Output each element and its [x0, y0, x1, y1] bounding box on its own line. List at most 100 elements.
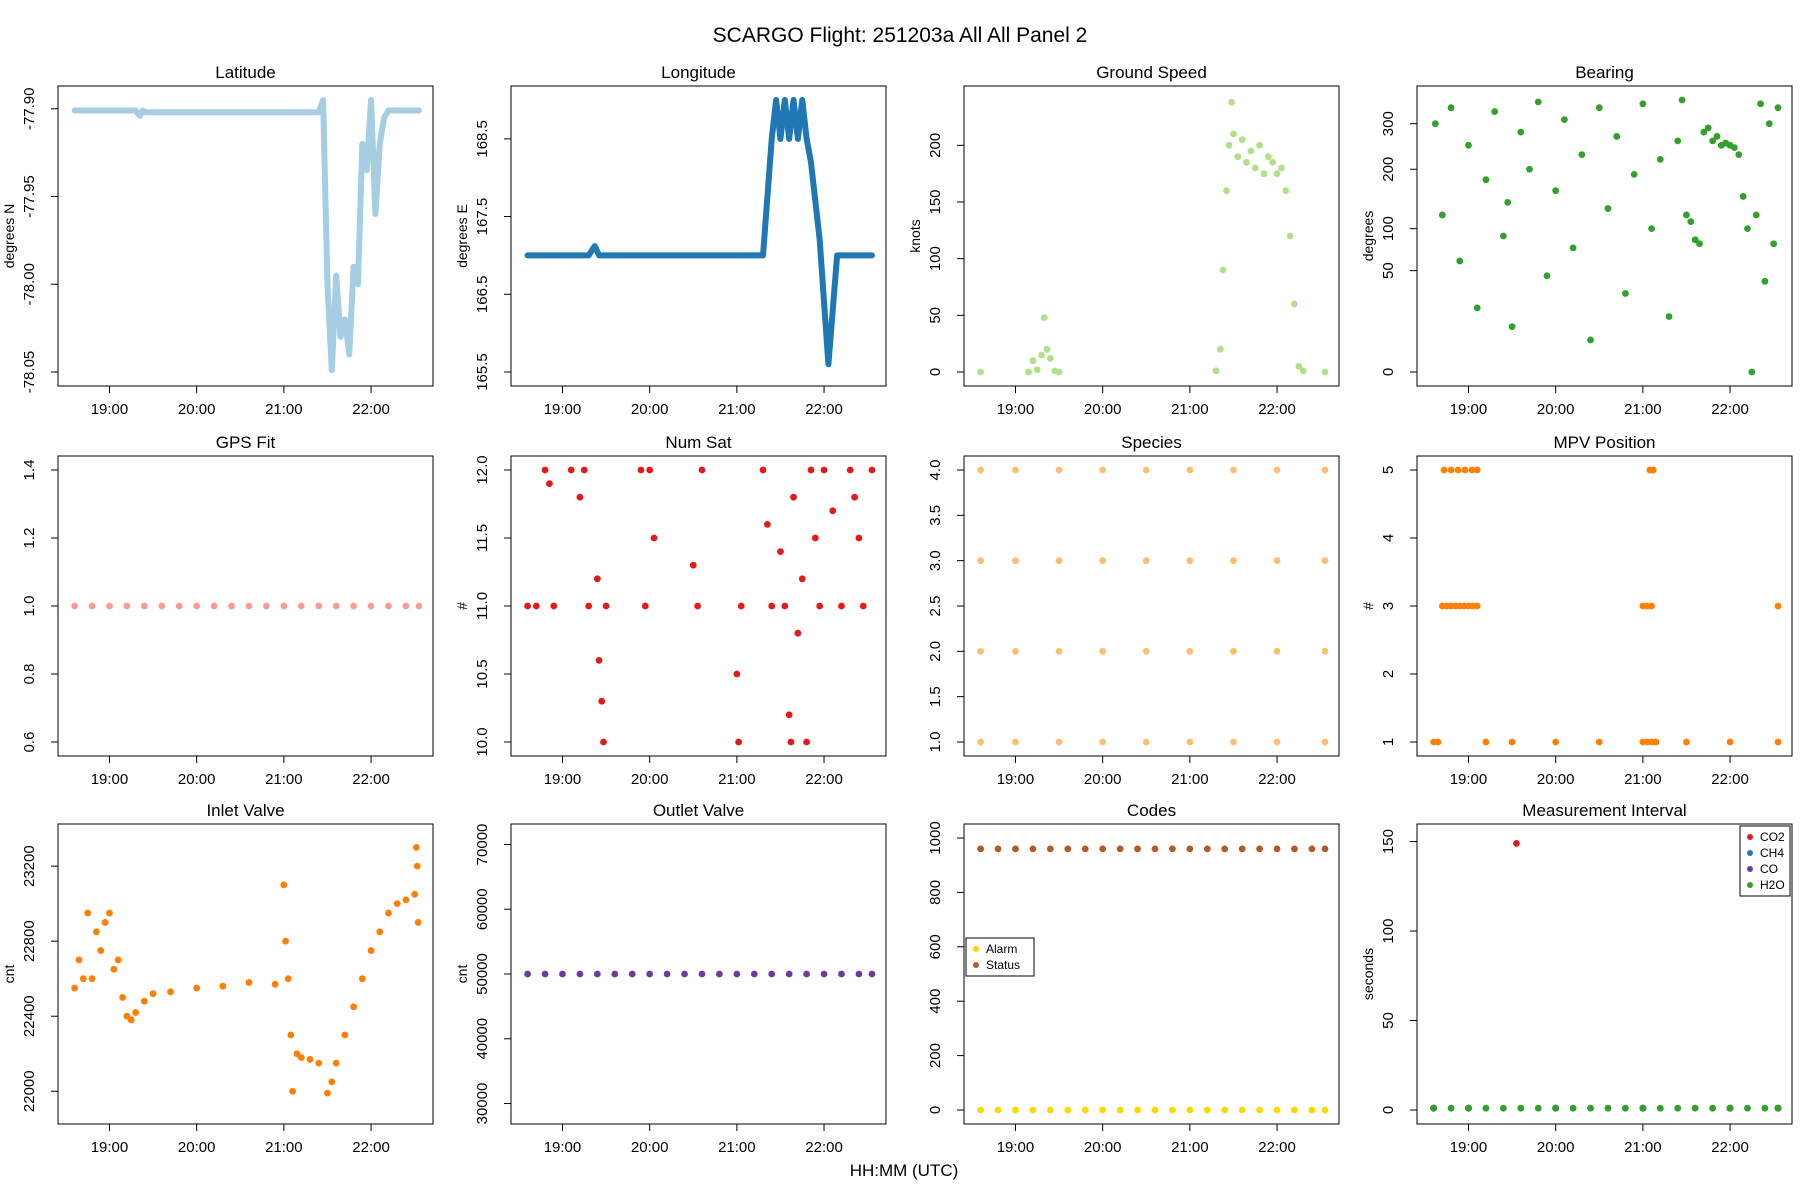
data-point: [1630, 170, 1638, 178]
series-0: [71, 602, 423, 610]
data-point: [768, 970, 776, 978]
y-axis-label: #: [454, 602, 470, 610]
data-point: [1043, 345, 1051, 353]
panel-outlet_valve: Outlet Valve 19:00 20:00 21:00 22:00 30000 400…: [454, 801, 887, 1156]
data-point: [785, 970, 793, 978]
data-point: [106, 909, 113, 917]
y-tick-label: 50000: [474, 953, 491, 995]
plot-frame: [1416, 823, 1793, 1125]
data-point: [341, 1031, 349, 1039]
data-point: [977, 647, 985, 655]
data-point: [1221, 845, 1229, 853]
data-point: [1260, 170, 1268, 178]
data-point: [1273, 738, 1281, 746]
data-point: [1055, 557, 1063, 565]
data-point: [167, 988, 174, 996]
data-point: [1543, 272, 1551, 280]
panel-title: Longitude: [661, 63, 736, 82]
x-tick-label: 22:00: [1258, 771, 1296, 788]
y-tick-label: 50: [1380, 1012, 1397, 1029]
data-point: [781, 602, 789, 610]
data-point: [1691, 236, 1699, 244]
data-point: [576, 970, 584, 978]
y-tick-label: 50: [927, 307, 944, 324]
panel-gps_fit: GPS Fit 19:00 20:00 21:00 22:00 0.6 0.8 1.0 1.2 1…: [21, 433, 434, 788]
data-point: [855, 970, 863, 978]
y-axis-label: cnt: [1, 965, 17, 984]
data-point: [1473, 304, 1481, 312]
y-axis-label: degrees: [1360, 211, 1376, 262]
x-tick-label: 20:00: [1537, 401, 1575, 418]
panel-title: Latitude: [215, 63, 276, 82]
y-tick-label: 22000: [21, 1070, 38, 1112]
data-point: [1033, 366, 1041, 374]
y-tick-label: 0: [1380, 368, 1397, 376]
series-0: [977, 98, 1329, 376]
data-point: [1504, 198, 1512, 206]
x-tick-label: 20:00: [178, 401, 216, 418]
y-tick-label: 100: [927, 246, 944, 271]
data-point: [1491, 108, 1499, 115]
data-point: [1116, 1106, 1124, 1114]
x-tick-label: 19:00: [544, 771, 582, 788]
y-tick-label: 3.5: [927, 505, 944, 526]
data-point: [1012, 557, 1019, 565]
data-point: [376, 928, 384, 936]
data-point: [698, 466, 706, 474]
legend-label: Alarm: [986, 942, 1017, 956]
x-tick-label: 21:00: [1171, 1139, 1209, 1156]
data-point: [1683, 738, 1690, 746]
plot-frame: [963, 85, 1340, 387]
data-point: [637, 466, 645, 474]
x-tick-label: 22:00: [805, 1139, 843, 1156]
plot-frame: [963, 455, 1340, 757]
data-point: [1752, 211, 1760, 219]
y-tick-label: 800: [927, 880, 944, 905]
data-point: [1055, 368, 1063, 376]
data-point: [829, 507, 837, 515]
data-line: [71, 97, 422, 374]
data-point: [1012, 845, 1019, 853]
data-point: [785, 711, 793, 719]
data-point: [1639, 1104, 1647, 1112]
data-point: [1508, 323, 1516, 331]
data-point: [1064, 1106, 1072, 1114]
y-tick-label: 22800: [21, 920, 38, 962]
data-point: [1142, 466, 1150, 474]
data-point: [1273, 845, 1281, 853]
data-point: [593, 575, 601, 583]
data-point: [646, 970, 654, 978]
figure-title: SCARGO Flight: 251203a All All Panel 2: [713, 24, 1088, 47]
series-alarm: [977, 1106, 1329, 1114]
data-point: [415, 602, 423, 610]
data-point: [79, 975, 87, 983]
y-tick-label: 3: [1380, 602, 1397, 610]
data-point: [1499, 232, 1507, 240]
data-point: [193, 984, 201, 992]
data-point: [1508, 738, 1516, 746]
data-point: [1622, 1104, 1629, 1112]
x-tick-label: 21:00: [265, 771, 303, 788]
legend-marker: [1747, 834, 1753, 840]
data-point: [1595, 738, 1603, 746]
panel-title: Measurement Interval: [1522, 801, 1686, 820]
data-point: [210, 602, 218, 610]
data-point: [1613, 133, 1621, 140]
y-tick-label: 1.2: [21, 528, 38, 549]
plot-frame: [963, 823, 1340, 1125]
data-point: [807, 466, 815, 474]
data-point: [271, 980, 279, 988]
data-point: [358, 975, 366, 983]
data-point: [245, 602, 253, 610]
x-tick-label: 21:00: [1171, 771, 1209, 788]
data-point: [855, 534, 863, 542]
data-point: [1116, 845, 1124, 853]
legend-marker: [1747, 882, 1753, 888]
y-tick-label: 10.0: [474, 727, 491, 756]
x-tick-label: 19:00: [91, 771, 129, 788]
data-point: [1203, 845, 1211, 853]
data-point: [1648, 602, 1655, 610]
data-point: [1286, 232, 1294, 240]
data-point: [1454, 466, 1462, 474]
data-point: [1029, 357, 1037, 365]
